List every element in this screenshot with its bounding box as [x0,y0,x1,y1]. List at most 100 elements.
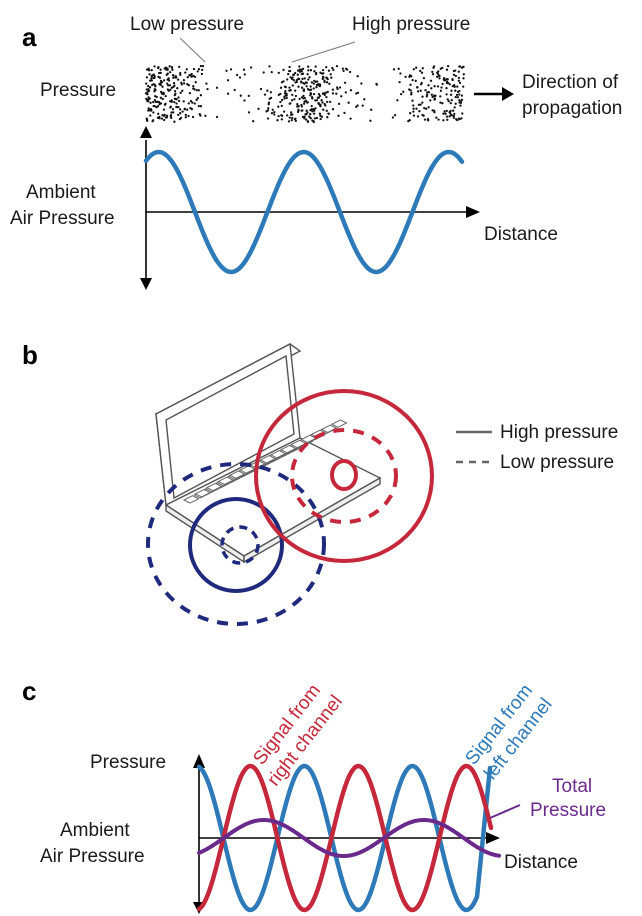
air-particle [437,118,440,121]
air-particle [325,65,328,69]
air-particle [291,93,294,97]
air-particle [173,120,176,123]
air-particle [163,118,166,122]
air-particle [162,108,166,111]
air-particle [363,98,366,101]
air-particle [145,88,148,91]
air-particle [335,86,339,89]
air-particle [325,76,328,79]
air-particle [310,81,314,84]
air-particle [154,85,157,88]
air-particle [149,114,152,117]
air-particle [301,115,305,119]
air-particle [361,104,364,107]
air-particle [195,98,198,102]
air-particle [273,113,276,116]
total-pressure-pointer [489,804,521,819]
air-particle [348,70,352,74]
ambient-label-line1: Ambient [26,182,96,203]
air-particle [167,89,170,92]
left-source-waves [146,462,326,626]
air-particle [320,115,324,118]
air-particle [161,97,164,101]
air-particle [282,68,285,72]
air-particle [306,101,309,104]
air-particle [396,99,399,102]
air-particle [355,92,358,95]
pressure-label: Pressure [40,80,116,101]
air-particle [460,94,464,97]
air-particle [156,116,160,119]
air-particle [173,89,177,93]
air-particle [431,109,434,112]
air-particle [460,117,463,120]
air-particle [169,70,172,74]
right-source-high-pressure-ring-outer [254,389,434,563]
air-particle [419,103,422,106]
air-particle [335,64,339,68]
air-particle [308,115,311,118]
air-particle [399,72,402,75]
air-particle [184,113,187,117]
air-particle [267,107,270,110]
air-particle [279,100,282,104]
air-particle [226,79,230,82]
air-particle [154,100,157,104]
air-particle [289,89,292,92]
air-particle [458,81,462,85]
air-particle [453,85,456,88]
air-particle [263,93,267,96]
air-particle [169,115,172,118]
air-particle [349,89,353,92]
total-pressure-label-line2: Pressure [530,800,606,821]
air-particle [397,67,400,70]
air-particle [427,106,430,109]
air-particle [205,82,208,85]
air-particle [414,79,417,83]
air-particle [305,113,308,116]
air-particle [462,77,465,80]
air-particle [422,114,425,117]
air-particle [433,111,436,114]
air-particle [449,111,452,115]
air-particle [329,73,332,76]
air-particle [445,81,449,84]
air-particle [215,86,219,89]
air-particle [159,79,163,83]
air-particle [290,119,293,122]
air-particle [421,95,424,98]
air-particle [146,90,149,93]
air-particle [306,73,309,76]
air-particle [150,79,153,82]
air-particle [186,76,189,79]
air-particle [187,84,190,87]
air-particle [288,116,291,119]
air-particle [180,81,183,84]
air-particle [445,109,448,113]
air-particle [178,117,182,121]
air-particle [450,98,453,102]
air-particle [292,78,295,82]
direction-arrow-head [502,87,514,101]
air-particle [457,76,461,80]
air-particle [147,84,150,88]
air-particle [436,72,439,75]
air-particle [318,84,321,88]
air-particle [276,119,279,122]
air-particle [347,101,350,104]
air-particle [277,114,280,118]
right-source-low-pressure-ring [290,428,398,524]
legend-b: High pressure Low pressure [456,422,618,473]
air-particle [300,86,304,89]
air-particle [309,113,312,116]
air-particle [438,77,441,80]
air-particle [306,120,310,124]
air-particle [308,76,311,79]
keyboard-key [269,449,287,459]
air-particle [277,93,280,97]
air-particle [164,94,167,98]
air-particle [239,94,242,97]
air-particle [193,75,197,79]
air-particle [159,83,162,87]
air-particle [410,93,413,96]
